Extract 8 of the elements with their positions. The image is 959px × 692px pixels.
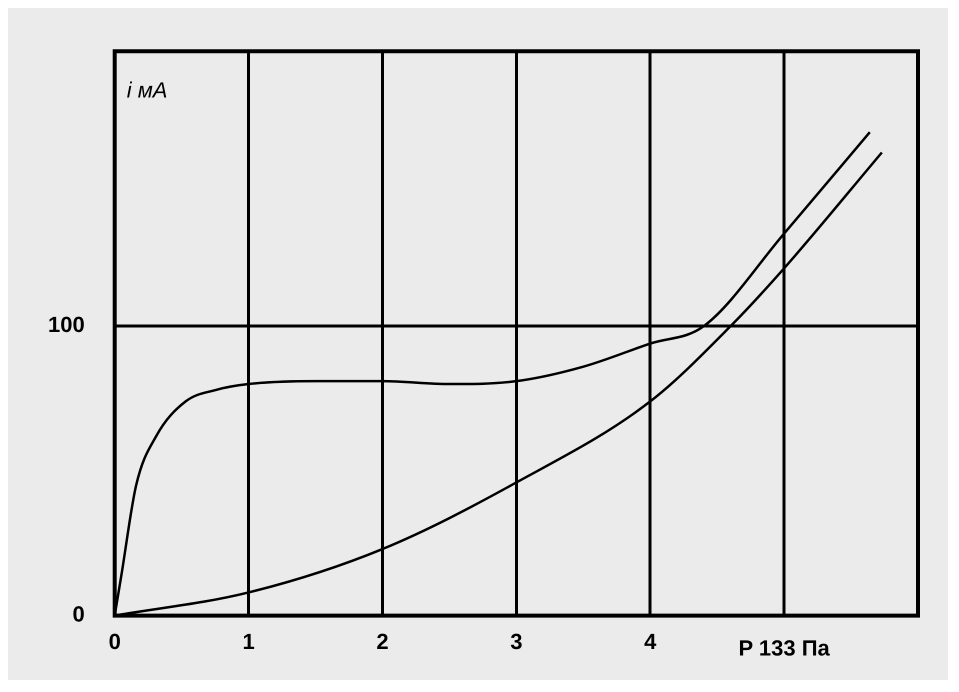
x-tick-label: 0 — [108, 628, 121, 654]
x-tick-label: 2 — [376, 628, 389, 654]
x-tick-label: 1 — [242, 628, 255, 654]
y-axis-title: i мA — [126, 77, 168, 102]
y-tick-label: 100 — [48, 312, 85, 338]
x-axis-title: P 133 Па — [738, 636, 831, 661]
x-tick-label: 4 — [644, 628, 658, 654]
x-tick-label: 3 — [510, 628, 522, 654]
